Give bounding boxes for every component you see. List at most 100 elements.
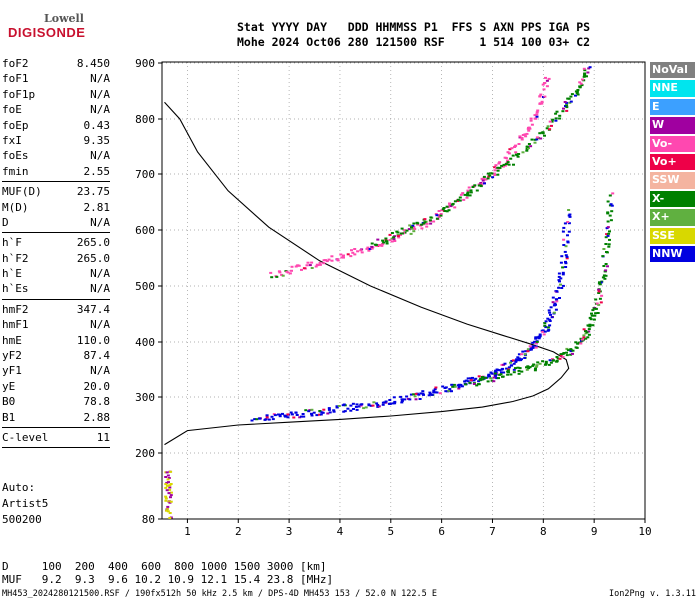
noise-point [164,483,168,486]
echo-point [598,297,602,300]
echo-point [550,316,554,319]
echo-point [547,309,551,312]
param-name: fmin [2,164,29,178]
echo-point [352,408,355,410]
echo-point [511,359,515,362]
param-value: 2.55 [83,164,111,178]
echo-point [530,138,534,141]
echo-point [597,292,601,294]
echo-point [581,338,584,341]
echo-point [538,335,542,338]
echo-point [583,73,587,76]
echo-point [423,218,427,221]
echo-point [538,333,542,336]
echo-point [561,266,565,269]
echo-point [545,79,549,82]
y-tick-label: 500 [135,280,155,293]
echo-point [461,192,465,195]
echo-point [548,320,552,322]
echo-point [587,330,591,333]
echo-point [582,328,586,331]
echo-point [432,391,436,394]
param-value: N/A [90,318,110,332]
echo-point [430,393,434,396]
echo-point [548,120,552,123]
echo-point [463,193,467,196]
echo-point [270,276,274,279]
echo-point [466,191,470,194]
echo-point [558,114,562,117]
param-name: fxI [2,133,22,147]
echo-point [359,403,363,406]
echo-point [555,300,559,303]
echo-point [448,202,451,205]
echo-point [533,141,537,144]
echo-point [380,244,384,247]
echo-point [273,414,277,417]
noise-point [166,481,170,484]
file-metadata: MH453_2024280121500.RSF / 190fx512h 50 k… [2,589,437,599]
echo-point [551,358,554,360]
echo-point [456,200,460,202]
echo-point [355,403,359,406]
echo-point [577,341,581,344]
echo-point [477,375,481,378]
echo-point [265,414,269,417]
echo-point [597,288,601,291]
param-name: MUF(D) [2,185,42,199]
echo-point [456,198,460,201]
echo-point [561,273,565,276]
echo-point [561,230,565,233]
echo-point [300,268,303,271]
echo-point [437,216,441,218]
echo-point [400,399,404,402]
echo-point [275,275,279,278]
echo-point [590,312,593,315]
echo-point [576,342,580,345]
echo-point [492,172,496,175]
echo-point [541,131,545,134]
echo-point [441,385,445,388]
echo-point [556,357,560,360]
echo-point [412,393,416,396]
echo-point [525,145,529,148]
echo-point [302,415,306,418]
echo-point [568,213,572,216]
echo-point [594,312,598,315]
noise-point [168,496,172,499]
echo-point [349,255,353,258]
echo-point [378,244,381,246]
echo-point [410,227,414,230]
echo-point [469,189,473,192]
autoscaling-info: Auto: Artist5 500200 [2,480,48,528]
echo-point [540,102,544,105]
param-value: N/A [90,103,110,117]
echo-point [523,133,527,136]
echo-point [533,114,537,117]
echo-point [606,226,610,229]
echo-point [544,360,548,363]
echo-point [418,398,422,400]
legend-entry: NNW [650,245,695,263]
echo-point [442,207,446,209]
echo-point [445,210,449,213]
echo-point [607,245,611,248]
echo-point [602,274,606,277]
echo-point [397,236,401,239]
echo-point [576,93,580,96]
echo-point [332,409,336,412]
echo-point [521,134,525,136]
echo-point [486,380,490,383]
echo-point [488,375,491,378]
param-value: N/A [90,364,110,378]
echo-point [492,380,496,383]
echo-point [498,166,502,169]
echo-point [558,117,562,120]
echo-point [409,393,413,396]
echo-point [393,400,397,403]
echo-point [511,154,515,157]
echo-point [541,360,545,363]
echo-point [420,223,424,226]
echo-point [318,413,321,416]
echo-point [364,406,368,409]
